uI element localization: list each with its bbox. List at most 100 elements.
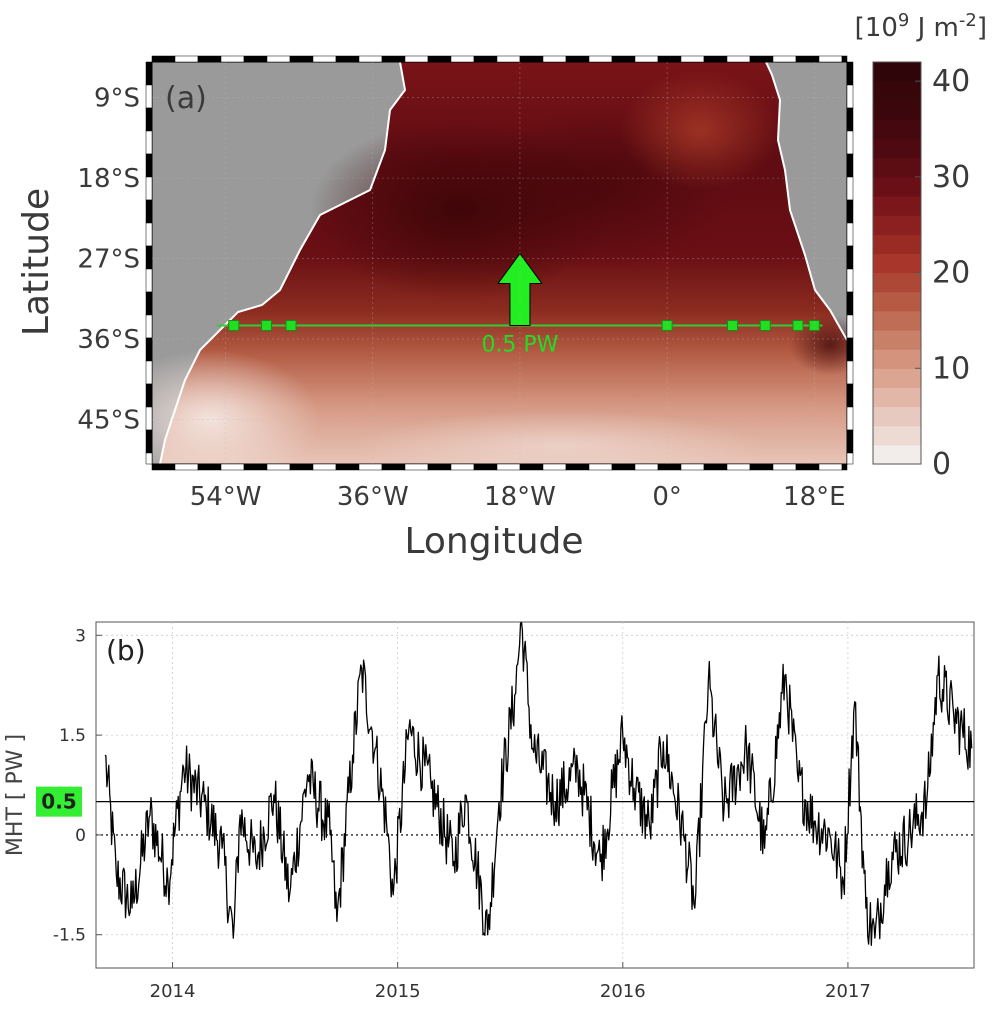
mht-arrow (496, 252, 543, 327)
frame-tick-top (197, 55, 222, 63)
panel-b-label: (b) (106, 634, 146, 667)
frame-tick-bottom (358, 463, 383, 471)
frame-tick-top (726, 55, 751, 63)
frame-tick-left (145, 61, 153, 86)
colorbar-band (873, 176, 921, 197)
frame-tick-left (145, 268, 153, 293)
frame-tick-top (358, 55, 383, 63)
mean-badge-label: 0.5 (41, 790, 76, 814)
frame-tick-bottom (611, 463, 636, 471)
frame-tick-bottom (266, 463, 291, 471)
colorbar-band (873, 425, 921, 446)
colorbar-band (873, 387, 921, 408)
frame-tick-bottom (519, 463, 544, 471)
y-tick-label: 1.5 (59, 726, 86, 746)
x-tick-label: 2015 (375, 981, 421, 1002)
frame-tick-left (145, 222, 153, 247)
section-station (228, 320, 240, 332)
frame-tick-bottom (795, 463, 820, 471)
map-x-tick-label: 18°E (783, 482, 846, 512)
frame-tick-top (243, 55, 268, 63)
frame-tick-left (145, 314, 153, 339)
frame-tick-bottom (335, 463, 360, 471)
frame-tick-left (145, 84, 153, 109)
map-x-axis-label: Longitude (404, 521, 583, 562)
frame-tick-top (312, 55, 337, 63)
frame-tick-bottom (289, 463, 314, 471)
colorbar-band (873, 330, 921, 350)
frame-tick-left (145, 406, 153, 431)
frame-tick-bottom (680, 463, 705, 471)
colorbar-tick-label: 40 (932, 64, 970, 99)
map-x-tick-label: 54°W (190, 482, 262, 512)
map-y-axis-label: Latitude (16, 188, 57, 336)
colorbar-tick-label: 30 (932, 160, 970, 195)
ocean-east-warm (620, 70, 780, 190)
colorbar-band (873, 368, 921, 389)
colorbar-band (873, 196, 921, 216)
y-tick-label: -1.5 (53, 926, 86, 946)
map-panel: 0.5 PW 54°W 36°W 18°W 0° 18°E 9°S18°S27°S36°… (16, 55, 854, 562)
frame-tick-right (846, 199, 854, 224)
map-y-tick-label: 27°S (77, 245, 140, 275)
mean-badge (36, 786, 82, 817)
frame-tick-bottom (818, 463, 843, 471)
frame-tick-bottom (703, 463, 728, 471)
map-y-tick-label: 45°S (77, 405, 140, 435)
frame-tick-bottom (542, 463, 567, 471)
frame-tick-right (846, 268, 854, 293)
frame-tick-right (846, 406, 854, 431)
frame-tick-top (174, 55, 199, 63)
frame-tick-left (145, 245, 153, 270)
frame-tick-bottom (841, 463, 848, 471)
ocean-dark-se (790, 315, 847, 375)
frame-tick-right (846, 222, 854, 247)
map-x-ticks: 54°W 36°W 18°W 0° 18°E (190, 62, 846, 512)
ocean-pale-sw (152, 350, 320, 464)
frame-tick-bottom (220, 463, 245, 471)
x-tick-label: 2016 (600, 981, 646, 1002)
coastline (159, 62, 407, 464)
section-station (661, 320, 673, 332)
colorbar-frame (872, 61, 922, 465)
frame-tick-bottom (726, 463, 751, 471)
map-y-ticks: 9°S 18°S 27°S 36°S 45°S (77, 84, 847, 435)
frame-tick-left (145, 383, 153, 408)
map-x-tick-label: 36°W (337, 482, 409, 512)
colorbar-band (873, 100, 921, 121)
frame-tick-top (795, 55, 820, 63)
frame-tick-left (145, 130, 153, 155)
frame-tick-left (145, 199, 153, 224)
frame-tick-bottom (381, 463, 406, 471)
x-tick-label: 2014 (150, 981, 196, 1002)
colorbar-unit-exp2: -2 (959, 10, 977, 31)
map-y-tick-label: 18°S (77, 164, 140, 194)
frame-tick-left (145, 107, 153, 132)
section-station (727, 320, 739, 332)
map-frame-ticks (145, 55, 854, 471)
frame-tick-left (145, 176, 153, 201)
frame-tick-top (473, 55, 498, 63)
frame-tick-bottom (772, 463, 797, 471)
section-station (285, 320, 297, 332)
frame-tick-right (846, 383, 854, 408)
frame-tick-bottom (197, 463, 222, 471)
frame-tick-left (145, 452, 153, 465)
frame-tick-bottom (427, 463, 452, 471)
frame-tick-bottom (565, 463, 590, 471)
colorbar-tick-label: 20 (932, 256, 970, 291)
frame-tick-top (772, 55, 797, 63)
frame-tick-bottom (404, 463, 429, 471)
frame-tick-right (846, 153, 854, 178)
colorbar-unit-exp1: 9 (898, 10, 909, 31)
panel-a-label: (a) (165, 81, 207, 116)
map-x-tick-label: 0° (652, 482, 682, 512)
frame-tick-top (703, 55, 728, 63)
coastline-east (765, 62, 847, 341)
colorbar-unit: [109 J m-2] (855, 10, 987, 43)
colorbar-band (873, 157, 921, 178)
section-station (808, 320, 820, 332)
colorbar: [109 J m-2] 0 10 20 30 40 (855, 10, 987, 482)
colorbar-band (873, 81, 921, 101)
